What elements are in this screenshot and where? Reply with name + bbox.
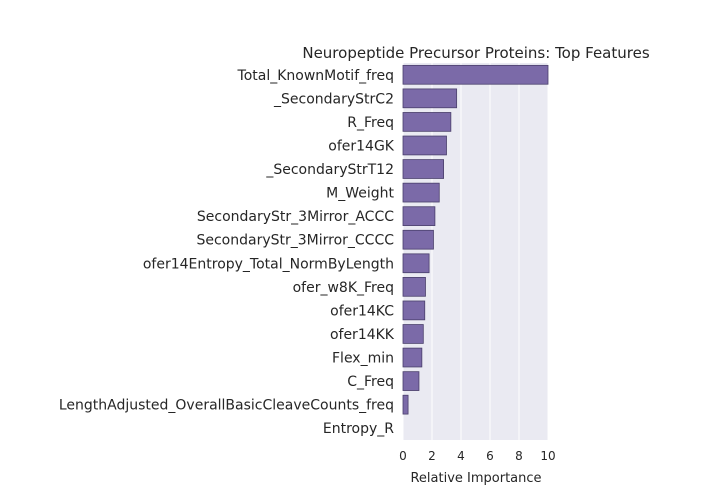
category-label: SecondaryStr_3Mirror_ACCC <box>197 209 394 225</box>
bar-r-freq <box>402 112 452 132</box>
bar-secondarystr-3mirror-accc <box>402 206 436 226</box>
bar-secondarystr-3mirror-cccc <box>402 229 434 250</box>
category-label: ofer_w8K_Freq <box>293 280 394 296</box>
bar-ofer14entropy-total-normbylength <box>402 253 430 274</box>
bar-total-knownmotif-freq <box>402 64 549 85</box>
category-label: SecondaryStr_3Mirror_CCCC <box>196 233 394 249</box>
category-label: _SecondaryStrT12 <box>265 162 394 178</box>
bar-lengthadjusted-overallbasiccleavecounts-freq <box>402 394 409 415</box>
category-label: Total_KnownMotif_freq <box>237 68 394 84</box>
category-label: _SecondaryStrC2 <box>273 91 394 107</box>
x-tick-label: 2 <box>428 449 436 463</box>
category-label: ofer14KK <box>330 327 395 343</box>
bar-ofer-w8k-freq <box>402 277 426 297</box>
bar-m-weight <box>402 182 440 203</box>
bar-secondarystrt12 <box>402 159 444 179</box>
category-label: LengthAdjusted_OverallBasicCleaveCounts_… <box>59 398 394 414</box>
x-tick-label: 8 <box>515 449 523 463</box>
x-tick-label: 10 <box>540 449 555 463</box>
bar-c-freq <box>402 371 420 391</box>
category-label: ofer14Entropy_Total_NormByLength <box>143 256 394 272</box>
x-tick-label: 0 <box>399 449 407 463</box>
category-label: R_Freq <box>347 115 394 131</box>
bar-ofer14kk <box>402 324 424 344</box>
category-label: ofer14KC <box>330 303 394 319</box>
x-tick-label: 4 <box>457 449 465 463</box>
x-tick-labels: 0 2 4 6 8 10 <box>399 449 555 463</box>
bars <box>402 64 549 415</box>
category-label: ofer14GK <box>328 138 395 154</box>
bar-secondarystrc2 <box>402 88 458 109</box>
category-labels: Total_KnownMotif_freq _SecondaryStrC2 R_Fr… <box>59 68 395 437</box>
category-label: Flex_min <box>332 351 394 367</box>
x-tick-label: 6 <box>486 449 494 463</box>
chart-title: Neuropeptide Precursor Proteins: Top Fea… <box>302 44 649 62</box>
x-axis-label: Relative Importance <box>410 471 541 486</box>
category-label: M_Weight <box>326 186 394 202</box>
category-label: Entropy_R <box>323 421 394 437</box>
bar-ofer14gk <box>402 135 447 156</box>
bar-ofer14kc <box>402 300 426 321</box>
bar-flex-min <box>402 347 423 368</box>
category-label: C_Freq <box>347 374 394 390</box>
